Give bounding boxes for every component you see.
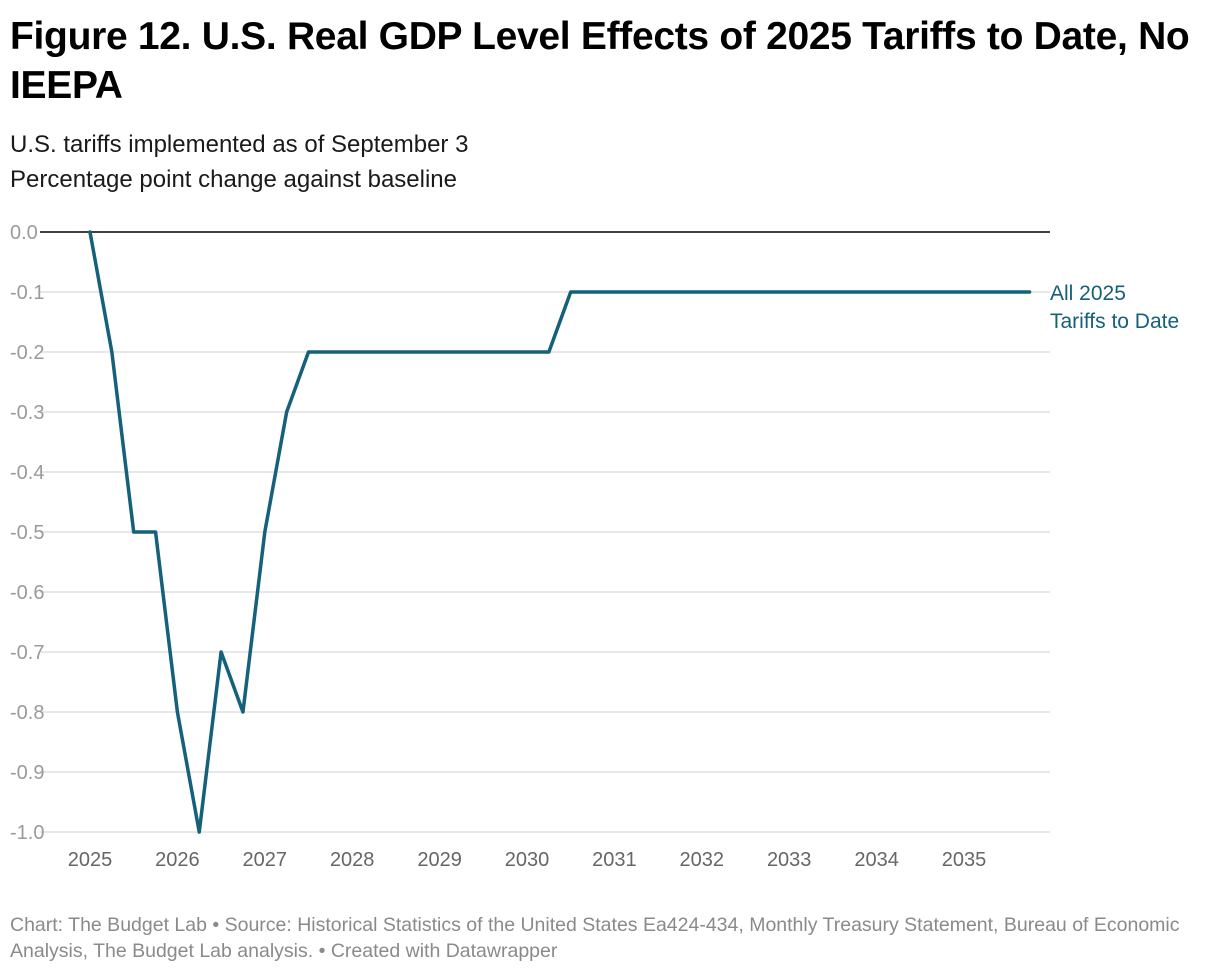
series-line (88, 230, 1032, 834)
y-tick-label: 0.0 (10, 222, 38, 244)
x-tick-label: 2034 (854, 849, 899, 871)
y-tick-label: -0.1 (10, 282, 44, 304)
x-tick-label: 2035 (942, 849, 987, 871)
x-tick-label: 2026 (155, 849, 200, 871)
y-tick-label: -0.6 (10, 582, 44, 604)
series-label: Tariffs to Date (1050, 310, 1179, 333)
y-tick-label: -0.8 (10, 702, 44, 724)
x-tick-label: 2032 (680, 849, 725, 871)
chart-unit-note: Percentage point change against baseline (10, 166, 457, 193)
x-tick-label: 2025 (68, 849, 113, 871)
y-tick-label: -0.5 (10, 522, 44, 544)
x-tick-label: 2028 (330, 849, 375, 871)
y-tick-label: -0.4 (10, 462, 44, 484)
line-chart: 0.0 -0.1 -0.2 -0.3 -0.4 -0.5 -0.6 -0.7 -0.8 -0.9 -… (10, 222, 1179, 871)
y-tick-label: -0.7 (10, 642, 44, 664)
chart-title: Figure 12. U.S. Real GDP Level Effects o… (10, 15, 1190, 107)
x-tick-label: 2027 (243, 849, 288, 871)
chart-footer: Chart: The Budget Lab • Source: Historic… (10, 914, 1180, 962)
x-tick-label: 2031 (592, 849, 637, 871)
y-tick-label: -0.9 (10, 762, 44, 784)
y-tick-label: -0.2 (10, 342, 44, 364)
y-tick-label: -0.3 (10, 402, 44, 424)
x-tick-label: 2029 (417, 849, 462, 871)
chart-subtitle: U.S. tariffs implemented as of September… (10, 131, 469, 158)
x-tick-label: 2033 (767, 849, 812, 871)
y-tick-label: -1.0 (10, 822, 44, 844)
series-label: All 2025 (1050, 282, 1126, 305)
x-tick-label: 2030 (505, 849, 550, 871)
